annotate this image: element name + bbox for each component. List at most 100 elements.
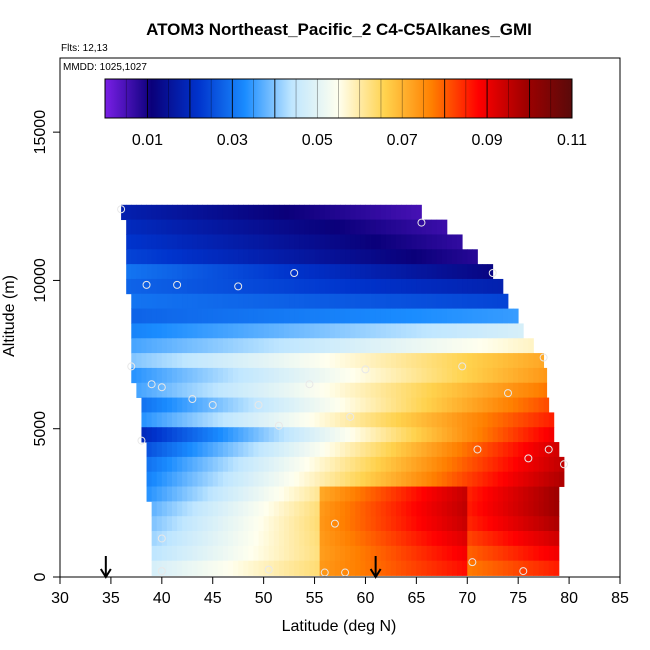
curtain-cell	[411, 293, 417, 310]
curtain-cell	[396, 264, 402, 280]
curtain-cell	[243, 442, 249, 458]
curtain-cell	[253, 338, 259, 354]
curtain-cell	[304, 308, 310, 324]
curtain-cell	[304, 560, 310, 576]
curtain-cell	[309, 516, 315, 532]
curtain-cell	[136, 264, 142, 280]
curtain-cell	[380, 338, 387, 354]
curtain-cell	[177, 204, 183, 221]
curtain-cell	[502, 471, 509, 487]
curtain-cell	[329, 471, 336, 487]
curtain-cell	[161, 338, 168, 354]
curtain-cell	[431, 486, 438, 502]
curtain-cell	[528, 531, 534, 547]
curtain-cell	[482, 442, 489, 458]
curtain-cell	[518, 545, 524, 562]
curtain-cell	[375, 442, 382, 458]
curtain-cell	[324, 442, 331, 458]
curtain-cell	[441, 353, 448, 369]
curtain-cell	[538, 545, 545, 562]
curtain-cell	[426, 338, 433, 354]
curtain-cell	[294, 293, 300, 310]
curtain-cell	[446, 412, 453, 428]
curtain-cell	[238, 204, 244, 221]
curtain-cell	[248, 456, 254, 473]
curtain-cell	[273, 382, 280, 398]
curtain-cell	[304, 293, 310, 310]
curtain-cell	[513, 427, 519, 443]
curtain-cell	[258, 516, 265, 532]
curtain-cell	[278, 501, 285, 517]
curtain-cell	[533, 412, 539, 428]
curtain-cell	[350, 367, 356, 384]
x-tick-label: 75	[509, 590, 527, 607]
curtain-cell	[187, 264, 193, 280]
curtain-cell	[345, 234, 351, 250]
flight-point	[473, 445, 482, 454]
curtain-cell	[319, 249, 326, 265]
curtain-cell	[268, 323, 275, 339]
curtain-cell	[187, 412, 193, 428]
curtain-cell	[345, 249, 351, 265]
curtain-cell	[421, 219, 427, 235]
curtain-cell	[207, 353, 214, 369]
curtain-cell	[436, 442, 443, 458]
curtain-cell	[543, 471, 550, 487]
curtain-cell	[228, 442, 234, 458]
curtain-cell	[365, 308, 371, 324]
curtain-cell	[472, 397, 478, 413]
flight-point	[274, 421, 283, 430]
down-arrow	[369, 556, 382, 579]
curtain-cell	[334, 264, 341, 280]
curtain-cell	[375, 323, 382, 339]
curtain-cell	[385, 486, 392, 502]
curtain-cell	[177, 397, 183, 413]
curtain-cell	[441, 382, 448, 398]
curtain-cell	[187, 456, 193, 473]
curtain-cell	[426, 308, 433, 324]
curtain-cell	[268, 442, 275, 458]
curtain-cell	[131, 308, 137, 324]
curtain-cell	[146, 308, 153, 324]
curtain-cell	[192, 442, 198, 458]
curtain-cell	[131, 353, 137, 369]
curtain-cell	[294, 367, 300, 384]
curtain-cell	[426, 545, 433, 562]
curtain-cell	[513, 456, 519, 473]
curtain-cell	[172, 308, 178, 324]
curtain-cell	[273, 367, 280, 384]
curtain-cell	[457, 486, 463, 502]
curtain-cell	[406, 219, 412, 235]
curtain-cell	[411, 367, 417, 384]
curtain-cell	[406, 397, 412, 413]
curtain-cell	[416, 278, 422, 295]
curtain-cell	[396, 516, 402, 532]
curtain-cell	[365, 501, 371, 517]
curtain-cell	[411, 219, 417, 235]
curtain-cell	[177, 249, 183, 265]
x-tick-label: 80	[560, 590, 578, 607]
curtain-cell	[375, 516, 382, 532]
curtain-cell	[457, 442, 463, 458]
flight-point	[346, 412, 355, 421]
curtain-cell	[385, 249, 392, 265]
curtain-cell	[202, 234, 209, 250]
curtain-cell	[273, 486, 280, 502]
curtain-cell	[166, 412, 173, 428]
curtain-cell	[161, 264, 168, 280]
curtain-cell	[472, 501, 478, 517]
curtain-cell	[177, 456, 183, 473]
curtain-cell	[452, 264, 458, 280]
curtain-cell	[278, 353, 285, 369]
curtain-cell	[228, 293, 234, 310]
curtain-cell	[126, 264, 132, 280]
curtain-cell	[233, 531, 239, 547]
curtain-cell	[462, 531, 468, 547]
curtain-cell	[172, 367, 178, 384]
curtain-cell	[467, 308, 473, 324]
curtain-cell	[238, 545, 244, 562]
curtain-cell	[340, 397, 346, 413]
curtain-cell	[222, 234, 229, 250]
curtain-cell	[523, 456, 529, 473]
curtain-cell	[309, 219, 315, 235]
